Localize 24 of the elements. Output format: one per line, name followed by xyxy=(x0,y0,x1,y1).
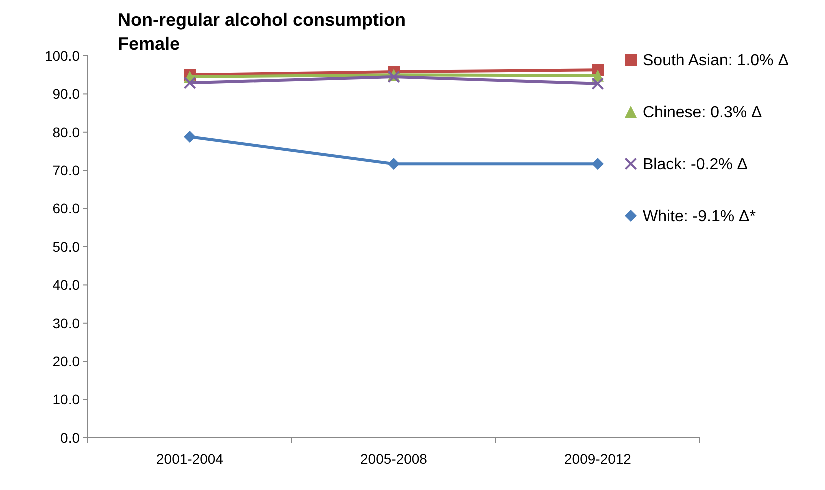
y-tick-label: 70.0 xyxy=(52,162,80,178)
x-tick-label: 2001-2004 xyxy=(156,451,224,467)
y-tick-label: 10.0 xyxy=(52,392,80,408)
y-tick-label: 40.0 xyxy=(52,277,80,294)
y-tick-label: 90.0 xyxy=(52,86,80,102)
x-tick-label: 2009-2012 xyxy=(564,451,632,467)
legend-label: Black: -0.2% Δ xyxy=(643,156,748,174)
x-tick-label: 2005-2008 xyxy=(360,451,428,467)
point xyxy=(592,78,604,90)
point xyxy=(388,158,400,170)
point xyxy=(184,77,196,90)
y-tick-label: 0.0 xyxy=(60,430,80,446)
chart-title: Non-regular alcohol consumption Female xyxy=(118,10,406,54)
legend-label: Chinese: 0.3% Δ xyxy=(643,104,763,122)
y-tick-label: 100.0 xyxy=(44,48,80,64)
y-tick-label: 60.0 xyxy=(52,200,80,217)
point xyxy=(592,158,604,170)
y-tick-label: 50.0 xyxy=(52,238,80,255)
legend-label: South Asian: 1.0% Δ xyxy=(643,52,790,70)
y-tick-label: 80.0 xyxy=(52,124,80,140)
y-tick-label: 20.0 xyxy=(52,354,80,370)
y-tick-label: 30.0 xyxy=(52,315,80,332)
legend-label: White: -9.1% Δ* xyxy=(643,208,756,226)
point xyxy=(184,130,196,143)
